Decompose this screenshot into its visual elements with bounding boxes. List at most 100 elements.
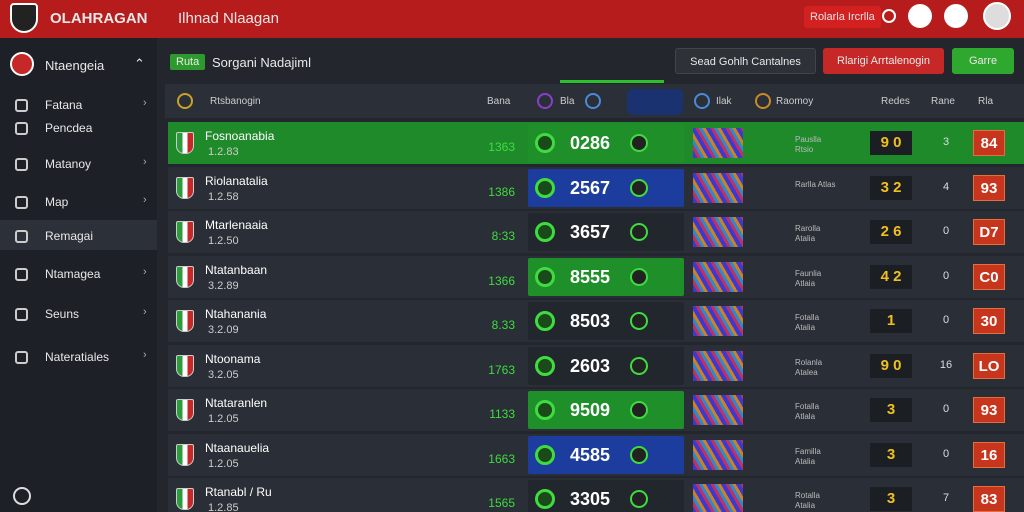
column-header[interactable]: Bla <box>560 96 575 107</box>
odds: 1363 <box>488 140 515 154</box>
column-header[interactable]: Raomoy <box>776 96 814 107</box>
count: 0 <box>942 447 950 460</box>
cell-icon <box>535 400 555 420</box>
chevron[interactable]: › <box>143 156 147 168</box>
cell-icon-right <box>630 401 648 419</box>
tag: Ruta <box>170 54 206 70</box>
main-value: 2603 <box>570 355 611 376</box>
main-value: 8503 <box>570 311 611 331</box>
odds: 1565 <box>488 496 515 510</box>
toolbar-button[interactable]: Garre <box>952 48 1014 74</box>
team-sub: 1.2.85 <box>208 502 239 512</box>
odds: 1366 <box>488 273 515 288</box>
row-label: Faunlia Atlaia <box>795 268 822 288</box>
sidebar-header: Ntaengeia <box>45 58 105 73</box>
search-icon[interactable] <box>882 9 896 23</box>
sidebar-item[interactable]: Seuns <box>45 307 80 321</box>
cell-icon <box>535 355 555 376</box>
badge: LO <box>973 352 1005 379</box>
team-name: Ntataranlen <box>205 396 268 410</box>
header-icon <box>177 93 193 109</box>
badge: 84 <box>973 130 1005 156</box>
stripe-card <box>693 172 743 203</box>
main-value: 3657 <box>570 222 611 242</box>
chevron[interactable]: › <box>143 306 147 318</box>
sidebar-icon[interactable] <box>15 268 28 281</box>
flag <box>176 132 194 154</box>
team-sub: 3.2.89 <box>208 279 239 292</box>
sidebar-icon[interactable] <box>15 351 28 364</box>
row-label: Fotalla Atlala <box>795 402 820 421</box>
sidebar-item[interactable]: Matanoy <box>45 157 92 171</box>
sidebar-icon[interactable] <box>15 158 28 171</box>
sidebar-item[interactable]: Pencdea <box>45 121 93 135</box>
notify-icon[interactable] <box>944 4 968 28</box>
sidebar-icon[interactable] <box>15 99 28 112</box>
score: 3 <box>870 487 912 511</box>
sidebar-icon[interactable] <box>15 230 28 243</box>
toolbar-button[interactable]: Sead Gohlh Cantalnes <box>675 48 816 74</box>
count: 3 <box>942 136 950 148</box>
score: 3 <box>870 442 912 467</box>
team-name: Ntatanbaan <box>205 262 268 277</box>
row-label: Rotalla Atalia <box>795 491 820 510</box>
flag <box>176 310 194 332</box>
cell-icon-right <box>630 267 648 286</box>
cell-icon-right <box>630 223 648 241</box>
sidebar-icon[interactable] <box>15 308 28 321</box>
cell-icon <box>535 444 555 465</box>
logo <box>10 3 38 33</box>
stripe-card <box>693 439 743 470</box>
cell-icon <box>535 222 555 242</box>
stripe-card <box>693 128 743 158</box>
cell-icon <box>535 177 555 198</box>
avatar[interactable] <box>983 2 1011 30</box>
row-label: Fotalla Atalia <box>795 313 820 332</box>
column-header[interactable]: Rane <box>931 96 955 107</box>
column-header[interactable]: Redes <box>881 96 910 107</box>
main-title: Sorgani Nadajiml <box>212 55 311 70</box>
chevron[interactable]: › <box>143 97 147 109</box>
sidebar-icon[interactable] <box>15 122 28 135</box>
sidebar-item[interactable]: Nateratiales <box>45 350 110 364</box>
count: 4 <box>942 180 950 193</box>
score: 1 <box>870 309 912 333</box>
help-icon[interactable] <box>908 4 932 28</box>
column-header[interactable]: Ilak <box>716 96 732 107</box>
sidebar-item[interactable]: Remagai <box>45 229 94 243</box>
collapse-icon[interactable]: ⌃ <box>134 56 145 71</box>
row-label: Familla Atalia <box>795 446 821 466</box>
flag <box>176 354 194 377</box>
sidebar-item[interactable]: Fatana <box>45 98 83 112</box>
toolbar-button[interactable]: Rlarigi Arrtalenogin <box>823 48 944 74</box>
sidebar-item[interactable]: Map <box>45 195 69 209</box>
odds: 8:33 <box>491 229 515 243</box>
main-value: 8555 <box>570 266 611 287</box>
settings-icon[interactable] <box>13 487 31 505</box>
badge: 30 <box>973 308 1005 334</box>
score: 2 6 <box>870 220 912 244</box>
cell-icon-right <box>630 445 648 464</box>
badge: 93 <box>973 397 1005 423</box>
chevron[interactable]: › <box>143 349 147 361</box>
flag <box>176 221 194 243</box>
sidebar-item[interactable]: Ntamagea <box>45 267 101 281</box>
team-name: Fosnoanabia <box>205 129 275 143</box>
team-sub: 3.2.05 <box>208 368 239 381</box>
chevron[interactable]: › <box>143 194 147 206</box>
cell-icon-right <box>630 178 648 197</box>
badge: 16 <box>973 441 1005 468</box>
flag <box>176 443 194 466</box>
team-sub: 1.2.05 <box>208 457 239 470</box>
column-header[interactable]: Rtsbanogin <box>210 96 261 107</box>
header-icon <box>537 93 553 109</box>
sidebar-icon[interactable] <box>15 196 28 209</box>
row-label: Rarolla Atalia <box>795 224 821 243</box>
column-header[interactable]: Bana <box>487 96 511 107</box>
column-header[interactable]: Rla <box>978 96 994 107</box>
top-button[interactable]: Rolarla Ircrlla <box>804 6 881 28</box>
badge: 83 <box>973 486 1005 512</box>
odds: 1663 <box>488 451 515 466</box>
header-icon <box>755 93 771 109</box>
chevron[interactable]: › <box>143 266 147 278</box>
